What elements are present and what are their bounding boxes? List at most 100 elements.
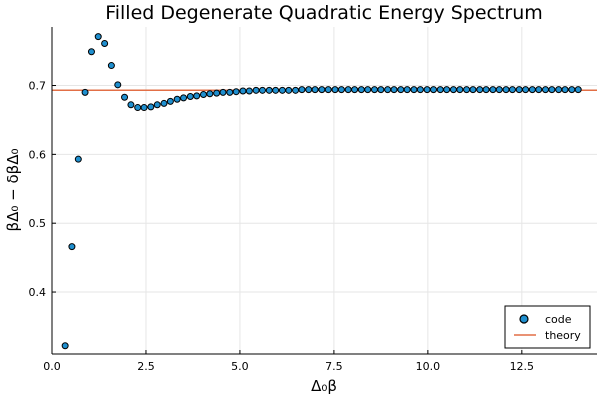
- data-point: [74, 155, 82, 163]
- data-point: [574, 86, 582, 94]
- data-point: [324, 86, 332, 94]
- data-point: [390, 86, 398, 94]
- data-point: [416, 86, 424, 94]
- data-point: [337, 86, 345, 94]
- data-point: [87, 48, 95, 56]
- data-point: [107, 62, 115, 70]
- data-point: [482, 86, 490, 94]
- data-point: [219, 88, 227, 96]
- data-point: [245, 87, 253, 95]
- data-point: [528, 86, 536, 94]
- data-point: [206, 90, 214, 98]
- data-point: [127, 101, 135, 109]
- data-point: [357, 86, 365, 94]
- data-point: [456, 86, 464, 94]
- data-point: [469, 86, 477, 94]
- data-point: [232, 88, 240, 96]
- legend-box: [504, 305, 591, 349]
- data-point: [173, 95, 181, 103]
- data-point: [252, 86, 260, 94]
- data-point: [61, 342, 69, 350]
- data-point: [370, 86, 378, 94]
- x-tick-label: 5.0: [231, 360, 249, 373]
- data-point: [377, 86, 385, 94]
- data-point: [140, 104, 148, 112]
- chart-title: Filled Degenerate Quadratic Energy Spect…: [105, 2, 543, 24]
- data-point: [94, 33, 102, 41]
- data-point: [535, 86, 543, 94]
- x-tick-label: 2.5: [137, 360, 155, 373]
- data-point: [226, 88, 234, 96]
- data-point: [285, 86, 293, 94]
- data-point: [344, 86, 352, 94]
- data-point: [384, 86, 392, 94]
- data-point: [199, 90, 207, 98]
- y-tick-label: 0.6: [29, 148, 47, 161]
- data-point: [449, 86, 457, 94]
- data-point: [502, 86, 510, 94]
- data-point: [147, 103, 155, 111]
- x-tick-label: 0.0: [43, 360, 61, 373]
- data-point: [134, 104, 142, 112]
- data-point: [265, 86, 273, 94]
- data-point: [81, 88, 89, 96]
- data-point: [561, 86, 569, 94]
- data-point: [114, 81, 122, 89]
- data-point: [186, 93, 194, 101]
- x-tick-label: 7.5: [325, 360, 343, 373]
- data-point: [258, 86, 266, 94]
- data-point: [311, 86, 319, 94]
- x-tick-label: 12.5: [510, 360, 535, 373]
- data-point: [101, 40, 109, 48]
- data-point: [515, 86, 523, 94]
- code-series: [61, 33, 582, 350]
- y-ticks: 0.4 0.5 0.6 0.7: [29, 80, 56, 299]
- data-point: [166, 97, 174, 105]
- legend-code-label: code: [545, 313, 572, 326]
- data-point: [278, 86, 286, 94]
- data-point: [213, 89, 221, 97]
- data-point: [423, 86, 431, 94]
- data-point: [495, 86, 503, 94]
- data-point: [403, 86, 411, 94]
- legend-theory-label: theory: [545, 329, 581, 342]
- data-point: [364, 86, 372, 94]
- x-ticks: 0.0 2.5 5.0 7.5 10.0 12.5: [43, 350, 534, 373]
- x-tick-label: 10.0: [416, 360, 441, 373]
- data-point: [272, 86, 280, 94]
- data-point: [443, 86, 451, 94]
- data-point: [292, 86, 300, 94]
- data-point: [542, 86, 550, 94]
- grid: [51, 27, 597, 354]
- data-point: [548, 86, 556, 94]
- data-point: [305, 86, 313, 94]
- data-point: [153, 101, 161, 109]
- data-point: [430, 86, 437, 94]
- y-tick-label: 0.5: [29, 217, 47, 230]
- data-point: [180, 94, 188, 102]
- data-point: [331, 86, 339, 94]
- data-point: [298, 86, 306, 94]
- data-point: [568, 86, 576, 94]
- data-point: [489, 86, 497, 94]
- data-point: [239, 87, 247, 95]
- data-point: [410, 86, 418, 94]
- data-point: [436, 86, 444, 94]
- legend: code theory: [504, 305, 591, 349]
- y-axis-label: βΔ₀ − δβΔ₀: [4, 149, 22, 232]
- y-tick-label: 0.4: [29, 286, 47, 299]
- data-point: [555, 86, 563, 94]
- data-point: [351, 86, 359, 94]
- data-point: [463, 86, 471, 94]
- y-tick-label: 0.7: [29, 80, 47, 93]
- data-point: [318, 86, 326, 94]
- data-point: [68, 243, 76, 251]
- data-point: [476, 86, 484, 94]
- data-point: [508, 86, 516, 94]
- data-point: [160, 99, 168, 107]
- data-point: [522, 86, 530, 94]
- data-point: [397, 86, 405, 94]
- x-axis-label: Δ₀β: [311, 377, 337, 395]
- legend-code-marker: [519, 314, 529, 324]
